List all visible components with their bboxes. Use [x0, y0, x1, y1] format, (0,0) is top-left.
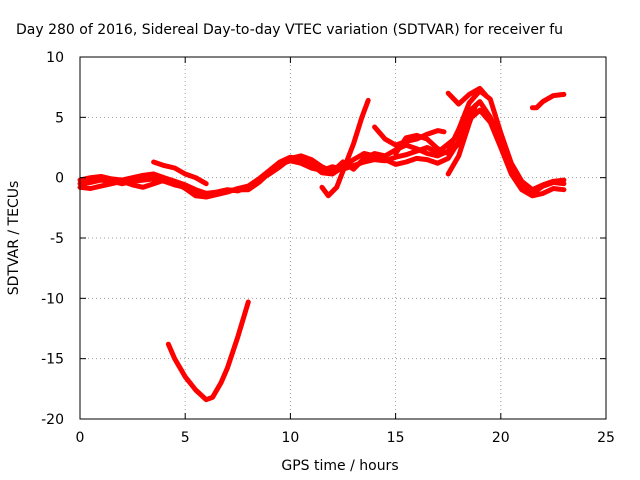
x-tick-label: 0 [76, 430, 85, 446]
series-line-highlight [152, 160, 208, 186]
series-line-highlight [78, 100, 566, 199]
x-tick-label: 25 [597, 430, 615, 446]
series-line-highlight [446, 103, 478, 176]
y-tick-label: -15 [41, 352, 64, 368]
y-tick-label: -20 [41, 412, 64, 428]
chart-title: Day 280 of 2016, Sidereal Day-to-day VTE… [16, 22, 563, 38]
series-line [165, 299, 251, 403]
x-axis-label: GPS time / hours [281, 458, 398, 474]
y-axis-label: SDTVAR / TECUs [6, 181, 22, 296]
series-line-highlight [446, 86, 488, 106]
series-line-highlight [530, 92, 566, 110]
x-tick-label: 20 [492, 430, 510, 446]
series-line-highlight [373, 125, 446, 147]
plot-frame [79, 56, 607, 420]
y-tick-label: -5 [50, 231, 64, 247]
series-line-highlight [394, 133, 461, 155]
ticks: 0 5 10 15 20 25 -20 -15 -10 -5 0 5 10 [41, 50, 615, 446]
y-tick-label: 0 [55, 171, 64, 187]
x-tick-label: 5 [181, 430, 190, 446]
y-tick-label: -10 [41, 291, 64, 307]
y-tick-label: 10 [46, 50, 64, 66]
x-tick-label: 15 [387, 430, 405, 446]
series-group [77, 85, 567, 403]
series-line-highlight [166, 300, 250, 402]
x-tick-label: 10 [281, 430, 299, 446]
y-tick-label: 5 [55, 110, 64, 126]
grid [80, 57, 606, 419]
series-line-highlight [320, 98, 370, 198]
